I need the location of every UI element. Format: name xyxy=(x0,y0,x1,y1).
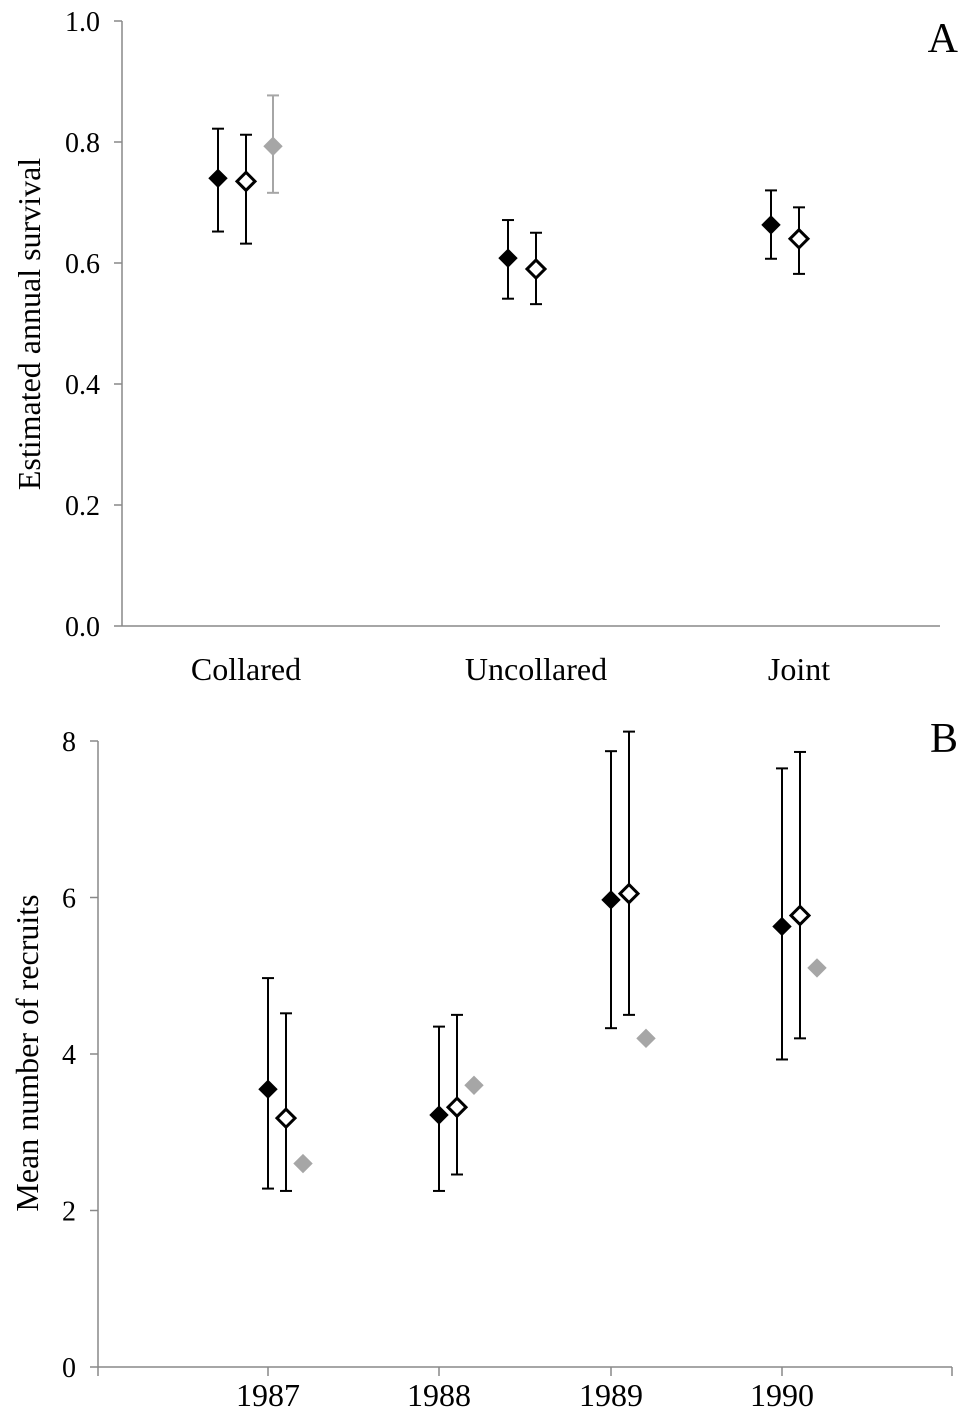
panel-a-label: A xyxy=(928,16,959,62)
data-point-filled-diamond xyxy=(293,1153,313,1174)
data-point-filled-diamond xyxy=(464,1075,484,1096)
x-category-label: Joint xyxy=(768,651,830,687)
panel-b-chart: B Mean number of recruits 0 2 4 6 8 1987 1988… xyxy=(9,716,958,1413)
data-point-filled-diamond xyxy=(258,1079,278,1099)
data-point-open-diamond xyxy=(274,1107,298,1130)
y-tick-label: 0.6 xyxy=(65,249,100,280)
data-point-filled-diamond xyxy=(601,890,621,910)
data-point-open-diamond xyxy=(445,1096,469,1119)
data-point-open-diamond xyxy=(787,227,811,250)
data-point-filled-diamond xyxy=(263,136,283,156)
y-tick-label: 2 xyxy=(62,1197,76,1228)
data-point-filled-diamond xyxy=(761,215,781,235)
data-point-filled-diamond xyxy=(498,248,518,268)
data-point-open-diamond xyxy=(524,257,548,281)
y-tick-label: 0 xyxy=(62,1353,76,1384)
x-category-label: 1989 xyxy=(579,1377,643,1413)
data-point-filled-diamond xyxy=(807,958,827,978)
y-tick-label: 1.0 xyxy=(65,7,100,38)
x-category-label: Collared xyxy=(191,651,301,687)
panel-b-label: B xyxy=(930,716,958,762)
y-tick-label: 8 xyxy=(62,727,76,758)
panel-a-y-axis-label: Estimated annual survival xyxy=(11,158,47,490)
data-point-open-diamond xyxy=(788,904,812,927)
data-point-filled-diamond xyxy=(208,168,228,189)
x-category-label: 1990 xyxy=(750,1377,814,1413)
x-category-label: Uncollared xyxy=(465,651,607,687)
data-point-open-diamond xyxy=(617,882,641,905)
y-tick-label: 0.4 xyxy=(65,370,100,401)
panel-b-y-axis-label: Mean number of recruits xyxy=(9,894,45,1211)
y-tick-label: 6 xyxy=(62,884,76,915)
y-tick-label: 4 xyxy=(62,1040,76,1071)
data-point-filled-diamond xyxy=(772,916,792,937)
data-point-filled-diamond xyxy=(429,1105,449,1125)
x-category-label: 1987 xyxy=(236,1377,300,1413)
data-point-open-diamond xyxy=(234,170,258,193)
data-point-filled-diamond xyxy=(636,1028,656,1049)
x-category-label: 1988 xyxy=(407,1377,471,1413)
y-tick-label: 0.8 xyxy=(65,128,100,159)
y-tick-label: 0.0 xyxy=(65,612,100,643)
y-tick-label: 0.2 xyxy=(65,491,100,522)
panel-a-chart: A Estimated annual survival 0.0 0.2 0.4 0.6… xyxy=(11,7,959,687)
